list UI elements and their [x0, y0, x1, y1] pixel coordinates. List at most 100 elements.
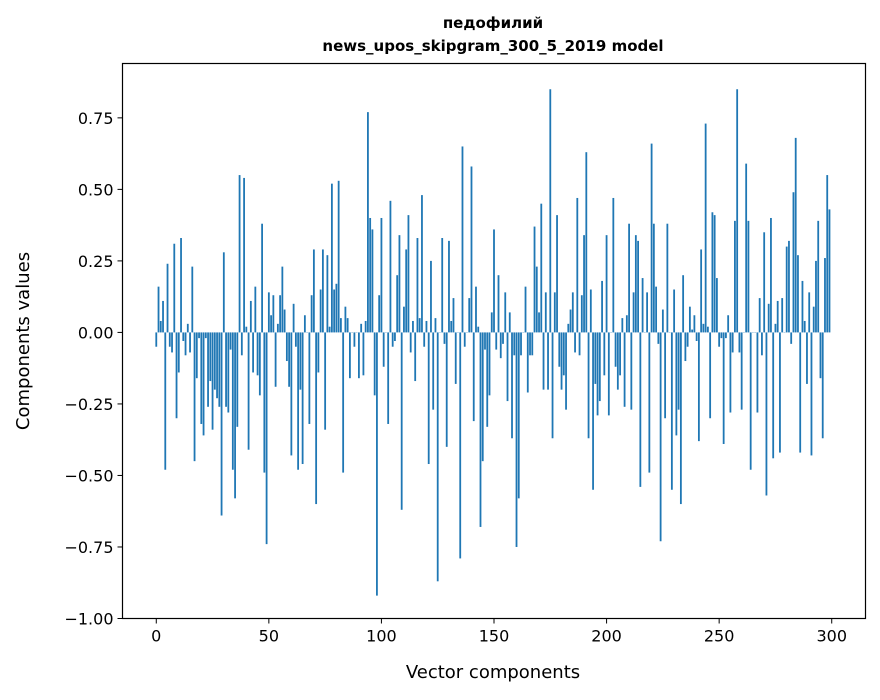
bar-235	[684, 332, 686, 361]
bar-278	[781, 298, 783, 332]
bar-207	[621, 318, 623, 332]
bar-288	[804, 321, 806, 332]
bar-183	[567, 324, 569, 333]
bar-41	[248, 332, 250, 449]
bar-193	[590, 290, 592, 333]
bar-267	[757, 332, 759, 412]
bar-144	[480, 332, 482, 527]
bar-6	[169, 332, 171, 346]
bar-250	[718, 332, 720, 346]
bar-42	[250, 301, 252, 332]
bar-295	[820, 332, 822, 378]
bar-97	[374, 332, 376, 395]
bar-121	[428, 332, 430, 464]
bar-11	[180, 238, 182, 332]
bar-219	[648, 332, 650, 472]
bar-36	[236, 332, 238, 426]
bar-260	[741, 332, 743, 409]
bar-117	[419, 318, 421, 332]
bar-131	[450, 321, 452, 332]
bar-32	[227, 332, 229, 412]
bar-213	[635, 235, 637, 332]
bar-253	[725, 332, 727, 338]
bar-86	[349, 332, 351, 378]
bar-236	[687, 332, 689, 346]
bar-286	[799, 332, 801, 452]
bar-244	[705, 124, 707, 333]
bar-64	[299, 332, 301, 389]
bar-55	[279, 295, 281, 332]
bar-225	[662, 310, 664, 333]
bar-151	[495, 332, 497, 349]
bar-243	[702, 324, 704, 333]
bar-95	[369, 218, 371, 332]
bar-128	[444, 332, 446, 343]
bar-34	[232, 332, 234, 469]
bar-298	[826, 175, 828, 332]
bar-165	[527, 332, 529, 392]
bar-63	[297, 332, 299, 469]
bar-158	[511, 332, 513, 438]
y-tick-label: 0.50	[78, 180, 114, 199]
bar-203	[612, 198, 614, 332]
bar-135	[459, 332, 461, 558]
bar-110	[403, 307, 405, 333]
bar-81	[338, 181, 340, 333]
bar-264	[750, 332, 752, 469]
bar-109	[401, 332, 403, 509]
bar-5	[167, 264, 169, 333]
bar-222	[655, 287, 657, 333]
bar-174	[547, 332, 549, 389]
bar-53	[275, 332, 277, 386]
bar-198	[601, 281, 603, 332]
bar-129	[446, 332, 448, 446]
bar-142	[475, 287, 477, 333]
bar-93	[365, 321, 367, 332]
bar-221	[653, 224, 655, 333]
bar-272	[768, 304, 770, 333]
bar-214	[637, 241, 639, 333]
bar-257	[734, 221, 736, 333]
bar-104	[390, 201, 392, 333]
bar-208	[624, 332, 626, 406]
bar-196	[597, 332, 599, 415]
bar-39	[243, 178, 245, 332]
bar-101	[383, 332, 385, 366]
bar-27	[216, 332, 218, 398]
y-tick-label: −0.50	[64, 466, 113, 485]
bar-230	[673, 290, 675, 333]
bar-200	[606, 235, 608, 332]
bar-270	[763, 232, 765, 332]
bar-127	[441, 238, 443, 332]
bar-185	[572, 292, 574, 332]
bar-146	[484, 332, 486, 349]
bar-70	[313, 249, 315, 332]
bar-48	[263, 332, 265, 472]
bar-252	[723, 332, 725, 444]
bar-2	[160, 321, 162, 332]
bar-152	[498, 275, 500, 332]
bar-18	[196, 332, 198, 378]
bar-154	[502, 332, 504, 343]
bar-186	[574, 332, 576, 352]
bar-190	[583, 235, 585, 332]
bar-269	[761, 332, 763, 355]
bar-297	[824, 258, 826, 332]
bar-232	[678, 332, 680, 409]
bar-247	[711, 212, 713, 332]
bar-231	[675, 332, 677, 435]
bar-40	[245, 327, 247, 333]
bar-143	[477, 327, 479, 333]
bar-24	[209, 332, 211, 381]
bar-58	[286, 332, 288, 361]
bar-259	[739, 332, 741, 352]
y-tick-label: 0.00	[78, 323, 114, 342]
bar-115	[414, 332, 416, 381]
bar-179	[558, 332, 560, 366]
bar-78	[331, 184, 333, 333]
bar-195	[594, 332, 596, 383]
bar-29	[221, 332, 223, 515]
bar-157	[509, 312, 511, 332]
bar-160	[516, 332, 518, 547]
